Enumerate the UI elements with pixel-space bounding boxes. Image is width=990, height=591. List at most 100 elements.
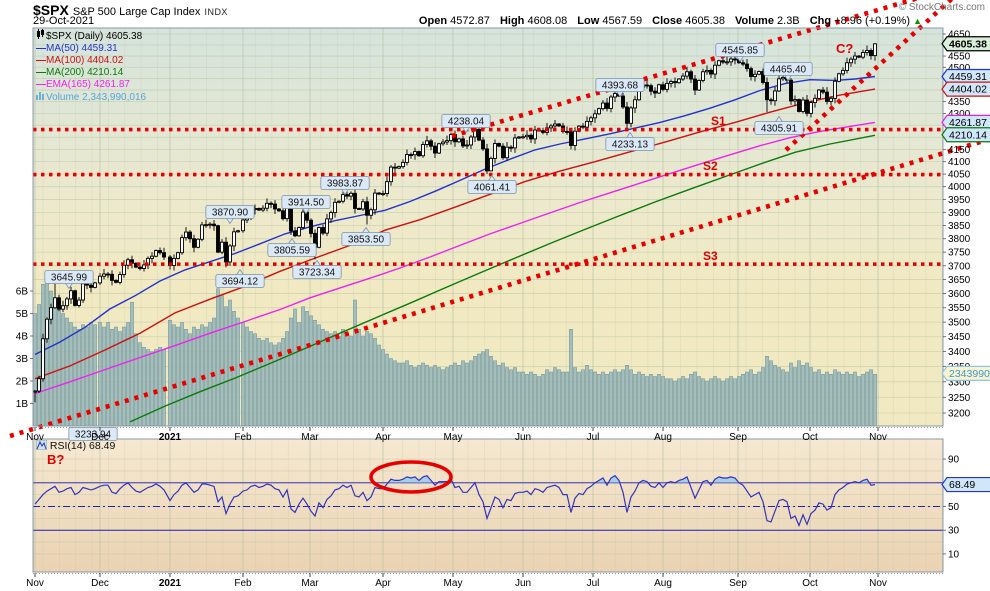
symbol-label: $SPX [33, 2, 69, 18]
legend-ma200-row: —MA(200) 4210.14 [36, 67, 146, 79]
svg-text:3233.94: 3233.94 [75, 430, 112, 441]
svg-text:2021: 2021 [159, 432, 182, 443]
low-label: Low [577, 15, 600, 27]
volume-label: Volume [735, 15, 774, 27]
svg-text:3300: 3300 [948, 377, 971, 388]
legend-ma50-label: MA(50) 4459.31 [46, 43, 118, 54]
svg-text:Nov: Nov [869, 432, 887, 443]
svg-text:3900: 3900 [948, 208, 971, 219]
svg-text:Jun: Jun [515, 578, 531, 589]
rsi-indicator-icon [35, 439, 48, 453]
svg-text:3600: 3600 [948, 289, 971, 300]
svg-text:4650: 4650 [948, 30, 971, 41]
svg-text:3550: 3550 [948, 303, 971, 314]
svg-text:Dec: Dec [91, 432, 109, 443]
svg-text:4000: 4000 [948, 182, 971, 193]
price-callouts: 3645.99 3233.94 3870.90 3694.12 3914.503983.… [44, 43, 813, 441]
ema165-line [34, 121, 876, 395]
svg-text:4404.02: 4404.02 [949, 84, 987, 96]
svg-text:10: 10 [948, 549, 960, 560]
high-label: High [499, 15, 525, 27]
ma50-swatch-icon: — [36, 43, 46, 54]
svg-text:4393.68: 4393.68 [602, 81, 639, 92]
ma100-swatch-icon: — [36, 55, 46, 66]
legend-ma100-label: MA(100) 4404.02 [46, 55, 124, 66]
b-question-label: B? [47, 452, 65, 467]
svg-text:3B: 3B [16, 354, 29, 365]
high-value: 4608.08 [527, 15, 568, 27]
candlestick-series [33, 43, 877, 403]
ma100-line [34, 88, 876, 380]
legend-ema165-label: EMA(165) 4261.87 [46, 79, 130, 90]
chart-header: $SPX S&P 500 Large Cap Index INDX [33, 2, 228, 20]
svg-text:Jun: Jun [515, 432, 531, 443]
svg-text:Oct: Oct [802, 578, 818, 589]
svg-text:4545.85: 4545.85 [722, 46, 759, 57]
svg-text:3250: 3250 [948, 393, 971, 404]
svg-text:4238.04: 4238.04 [448, 117, 485, 128]
svg-text:Nov: Nov [26, 578, 44, 589]
svg-text:Jul: Jul [587, 432, 600, 443]
quote-summary-row: Open 4572.87 High 4608.08 Low 4567.59 Cl… [412, 15, 922, 27]
svg-text:2021: 2021 [159, 578, 182, 589]
svg-text:3500: 3500 [948, 318, 971, 329]
rsi-panel [33, 474, 943, 531]
svg-text:4150: 4150 [948, 145, 971, 156]
ema165-swatch-icon: — [36, 79, 46, 90]
legend-ma200-label: MA(200) 4210.14 [46, 67, 124, 78]
svg-text:50: 50 [948, 502, 960, 513]
svg-text:3200: 3200 [948, 409, 971, 420]
open-label: Open [418, 15, 448, 27]
svg-text:4210.14: 4210.14 [949, 129, 987, 141]
svg-text:3723.34: 3723.34 [299, 268, 336, 279]
legend-ma50-row: —MA(50) 4459.31 [36, 43, 146, 55]
chart-date-label: 29-Oct-2021 [33, 15, 95, 27]
rsi-legend-label: RSI(14) 68.49 [49, 440, 116, 452]
svg-text:Mar: Mar [301, 432, 319, 443]
svg-text:3694.12: 3694.12 [222, 277, 259, 288]
svg-text:4305.91: 4305.91 [761, 124, 798, 135]
svg-text:Aug: Aug [654, 578, 672, 589]
svg-text:Oct: Oct [802, 432, 818, 443]
change-label: Chg [809, 15, 832, 27]
svg-text:4465.40: 4465.40 [770, 65, 807, 76]
svg-text:Nov: Nov [26, 432, 44, 443]
svg-text:4061.41: 4061.41 [474, 183, 511, 194]
svg-text:5B: 5B [16, 309, 29, 320]
svg-text:3950: 3950 [948, 195, 971, 206]
svg-text:Aug: Aug [654, 432, 672, 443]
svg-text:3805.59: 3805.59 [274, 246, 311, 257]
volume-bars-icon [36, 91, 46, 104]
svg-text:Apr: Apr [375, 578, 391, 589]
svg-text:3650: 3650 [948, 275, 971, 286]
svg-text:68.49: 68.49 [949, 479, 975, 491]
svg-text:3914.50: 3914.50 [288, 198, 325, 209]
svg-text:Nov: Nov [869, 578, 887, 589]
svg-text:Sep: Sep [729, 578, 747, 589]
svg-text:4500: 4500 [948, 63, 971, 74]
svg-text:3983.87: 3983.87 [327, 179, 364, 190]
svg-text:Feb: Feb [234, 432, 252, 443]
svg-text:4300: 4300 [948, 109, 971, 120]
open-value: 4572.87 [450, 15, 490, 27]
close-value: 4605.38 [685, 15, 725, 27]
svg-text:Dec: Dec [91, 578, 109, 589]
svg-text:Jul: Jul [587, 578, 600, 589]
change-up-icon: ▲ [913, 16, 922, 26]
svg-text:30: 30 [948, 526, 960, 537]
ma200-swatch-icon: — [36, 67, 46, 78]
svg-text:4B: 4B [16, 332, 29, 343]
low-value: 4567.59 [602, 15, 643, 27]
plot-borders [32, 27, 944, 573]
svg-text:Apr: Apr [375, 432, 391, 443]
svg-text:2B: 2B [16, 377, 29, 388]
s2-label: S2 [703, 159, 718, 173]
volume-value: 2.3B [777, 15, 800, 27]
svg-text:4605.38: 4605.38 [949, 38, 987, 50]
svg-text:Mar: Mar [301, 578, 319, 589]
rsi-divergence-ellipse [369, 460, 453, 494]
trendlines [9, 0, 990, 439]
